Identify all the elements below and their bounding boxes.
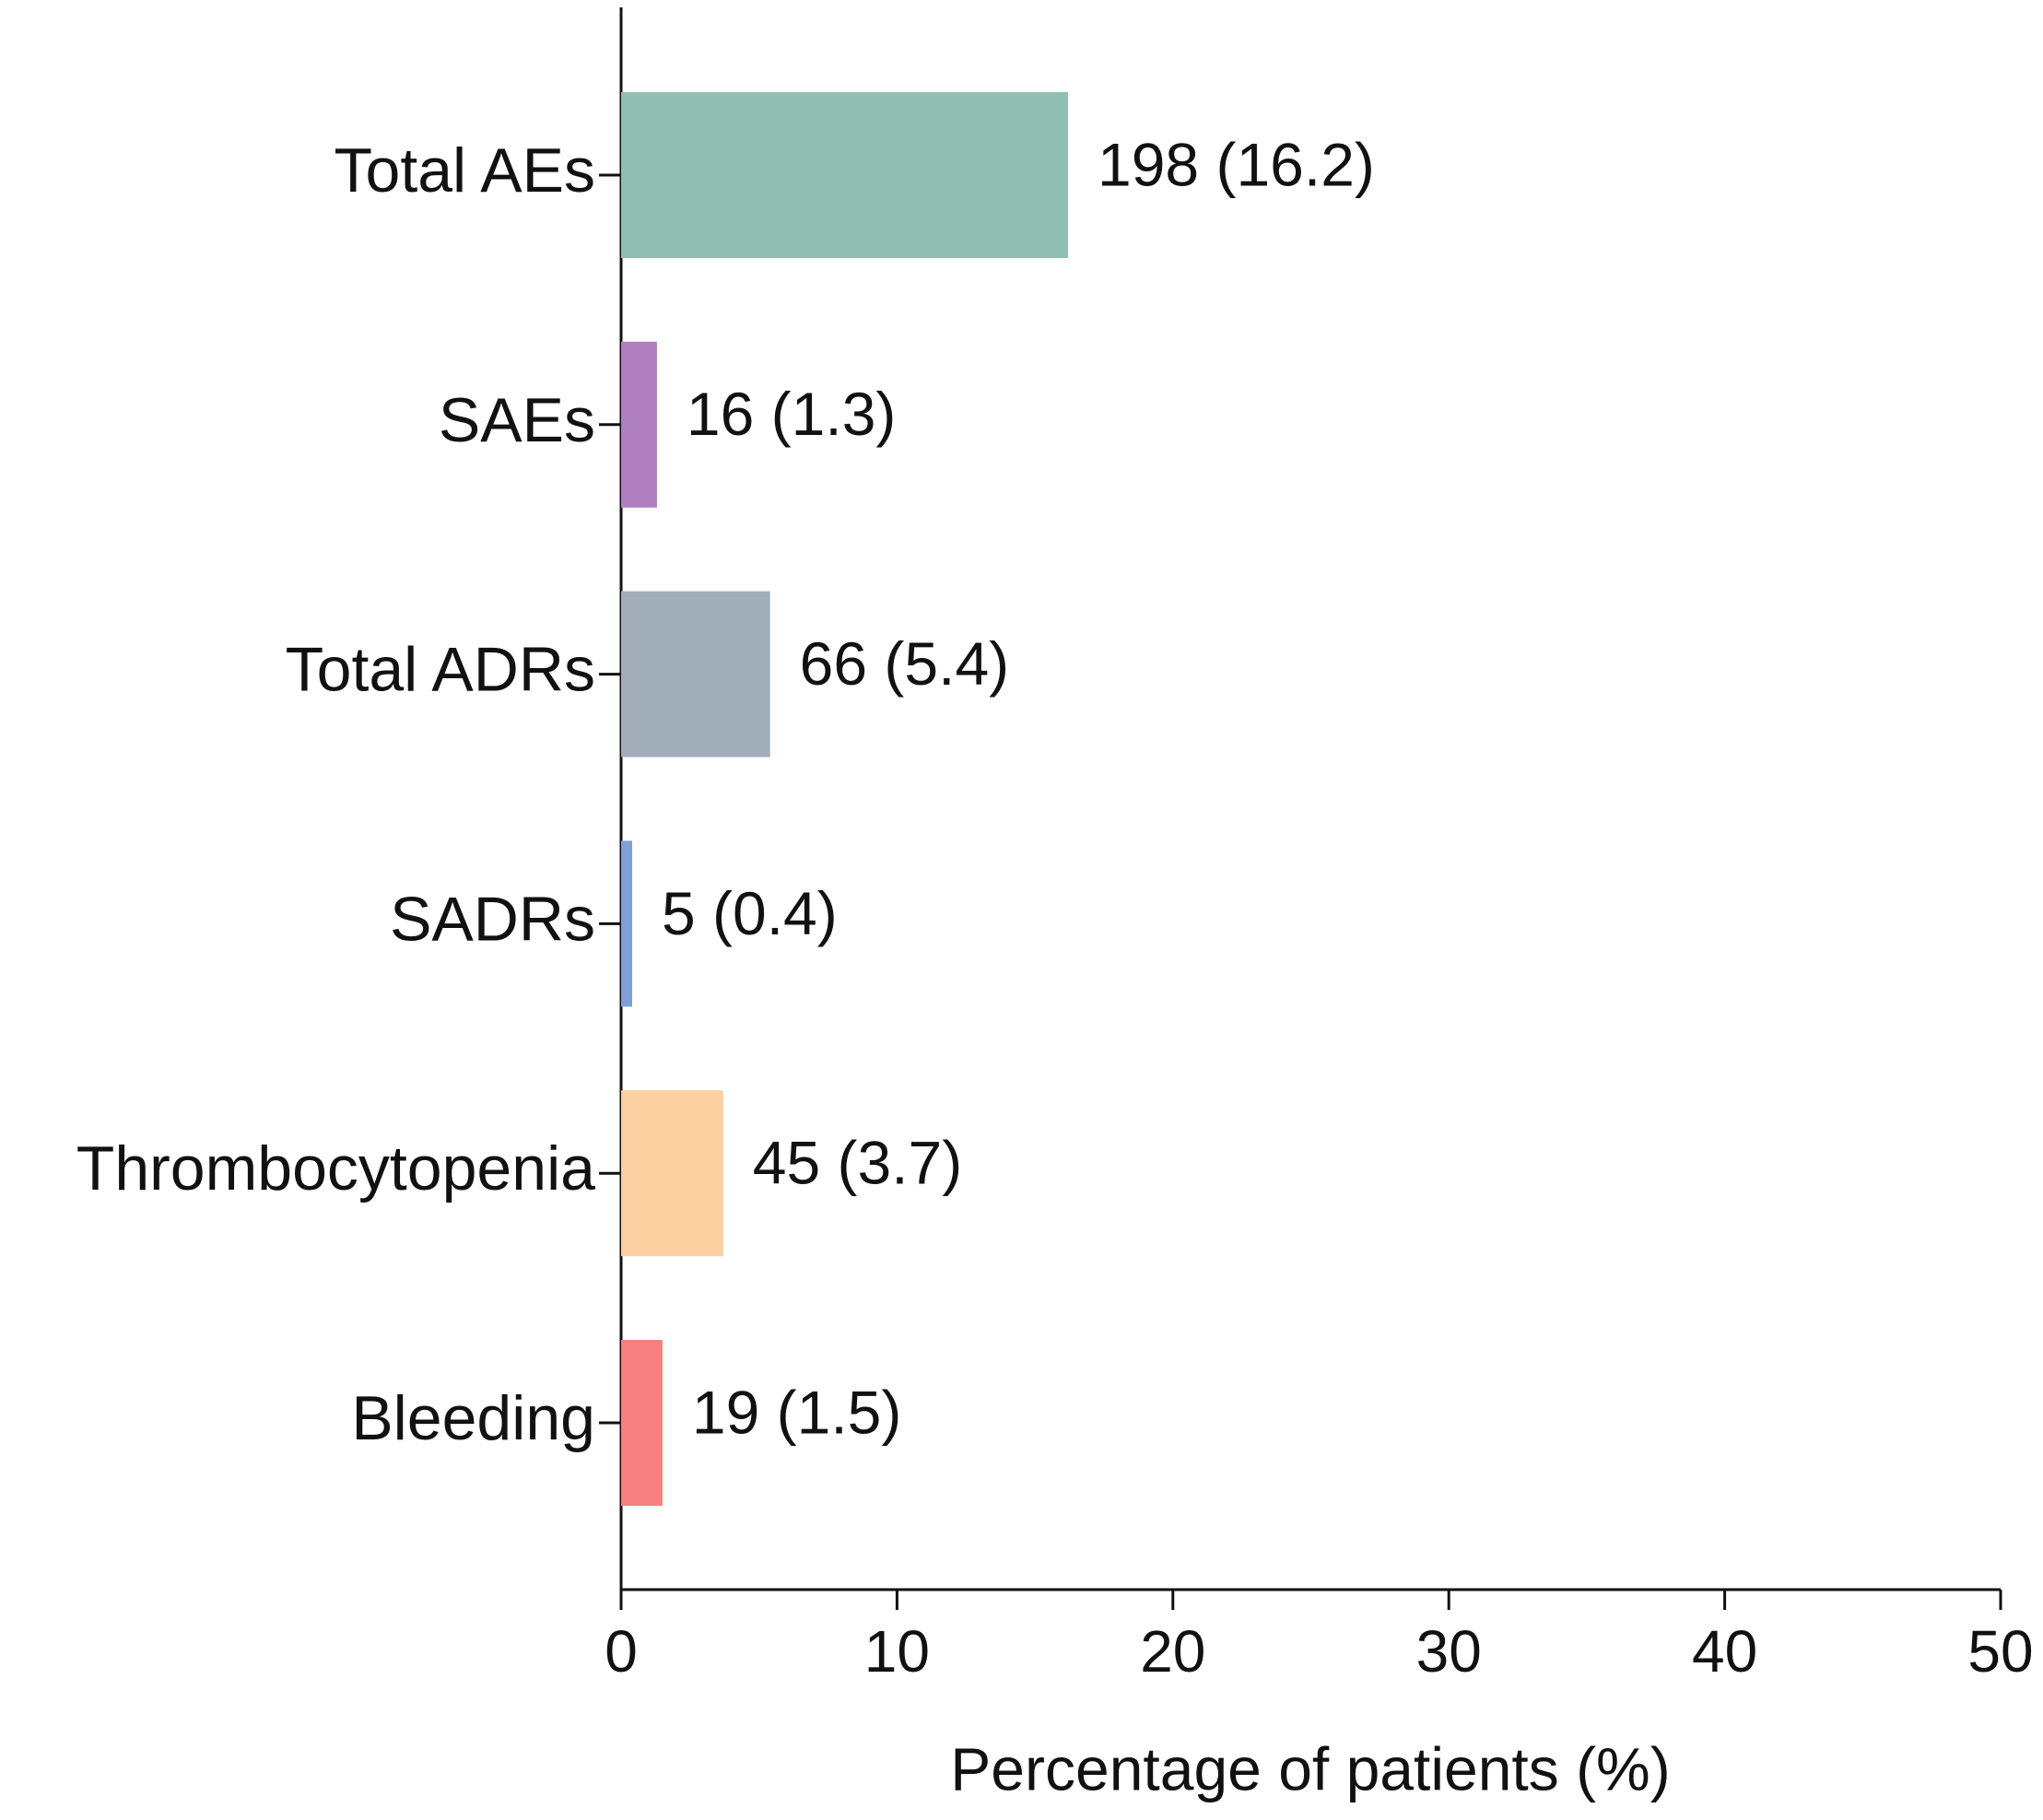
- value-label: 45 (3.7): [753, 1129, 962, 1197]
- x-tick-label: 40: [1692, 1618, 1757, 1685]
- x-tick-label: 0: [605, 1618, 638, 1685]
- x-tick-label: 50: [1967, 1618, 2033, 1685]
- y-tick-label: SAEs: [439, 385, 595, 455]
- bar: [621, 1340, 663, 1506]
- y-tick-label: Total ADRs: [286, 635, 595, 705]
- y-tick-label: Total AEs: [335, 135, 596, 205]
- x-tick-label: 20: [1140, 1618, 1205, 1685]
- value-label: 198 (16.2): [1098, 130, 1375, 198]
- y-tick-label: Thrombocytopenia: [76, 1133, 595, 1204]
- bar: [621, 1090, 723, 1257]
- bar: [621, 341, 657, 508]
- x-tick-label: 10: [864, 1618, 930, 1685]
- x-tick-label: 30: [1416, 1618, 1482, 1685]
- value-label: 5 (0.4): [662, 879, 838, 947]
- bar: [621, 591, 770, 757]
- x-axis-label: Percentage of patients (%): [950, 1734, 1670, 1802]
- value-label: 66 (5.4): [800, 629, 1009, 698]
- value-label: 19 (1.5): [692, 1378, 901, 1446]
- y-tick-label: Bleeding: [351, 1383, 595, 1453]
- bar: [621, 840, 632, 1007]
- y-tick-label: SADRs: [390, 884, 595, 954]
- bar: [621, 92, 1069, 258]
- value-label: 16 (1.3): [687, 380, 896, 448]
